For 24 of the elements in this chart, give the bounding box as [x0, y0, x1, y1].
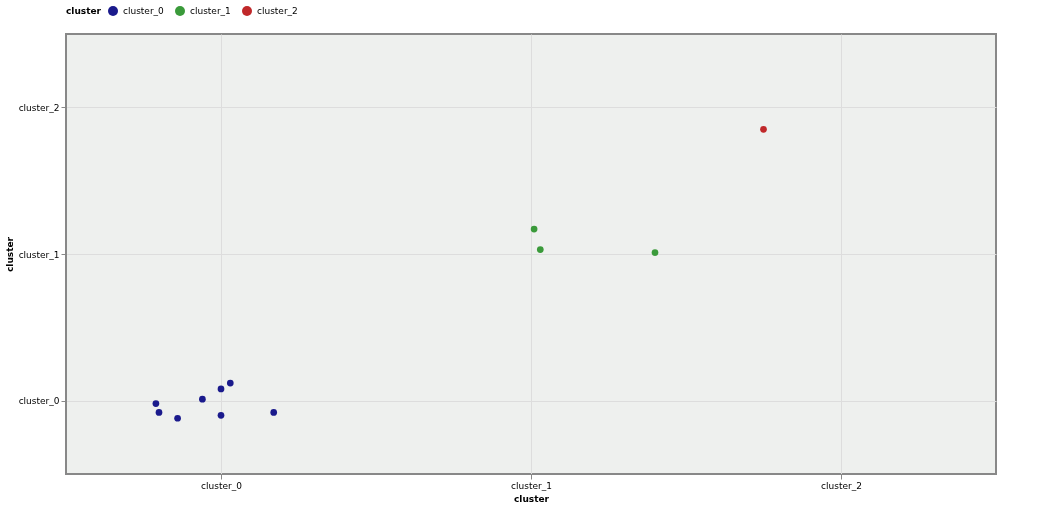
- x-axis-title: cluster: [513, 493, 550, 504]
- legend-label: cluster_0: [123, 6, 165, 16]
- point: [530, 225, 538, 233]
- x-tick-label: cluster_1: [511, 480, 552, 491]
- x-tick-label: cluster_0: [201, 480, 243, 491]
- point: [226, 379, 234, 387]
- legend-label: cluster_1: [190, 6, 231, 16]
- point: [217, 385, 225, 393]
- point: [155, 409, 163, 416]
- point: [760, 125, 767, 133]
- point: [536, 246, 544, 253]
- point: [174, 414, 181, 422]
- point: [270, 409, 278, 416]
- point: [217, 411, 225, 419]
- legend-title: cluster: [66, 6, 102, 16]
- legend-label: cluster_2: [257, 6, 298, 16]
- point: [199, 395, 206, 403]
- y-tick-label: cluster_2: [18, 102, 60, 113]
- y-tick-label: cluster_1: [18, 249, 60, 260]
- point: [651, 249, 659, 256]
- x-tick-label: cluster_2: [821, 480, 862, 491]
- y-tick-label: cluster_0: [18, 396, 60, 407]
- y-axis-title: cluster: [4, 236, 15, 273]
- point: [152, 400, 160, 407]
